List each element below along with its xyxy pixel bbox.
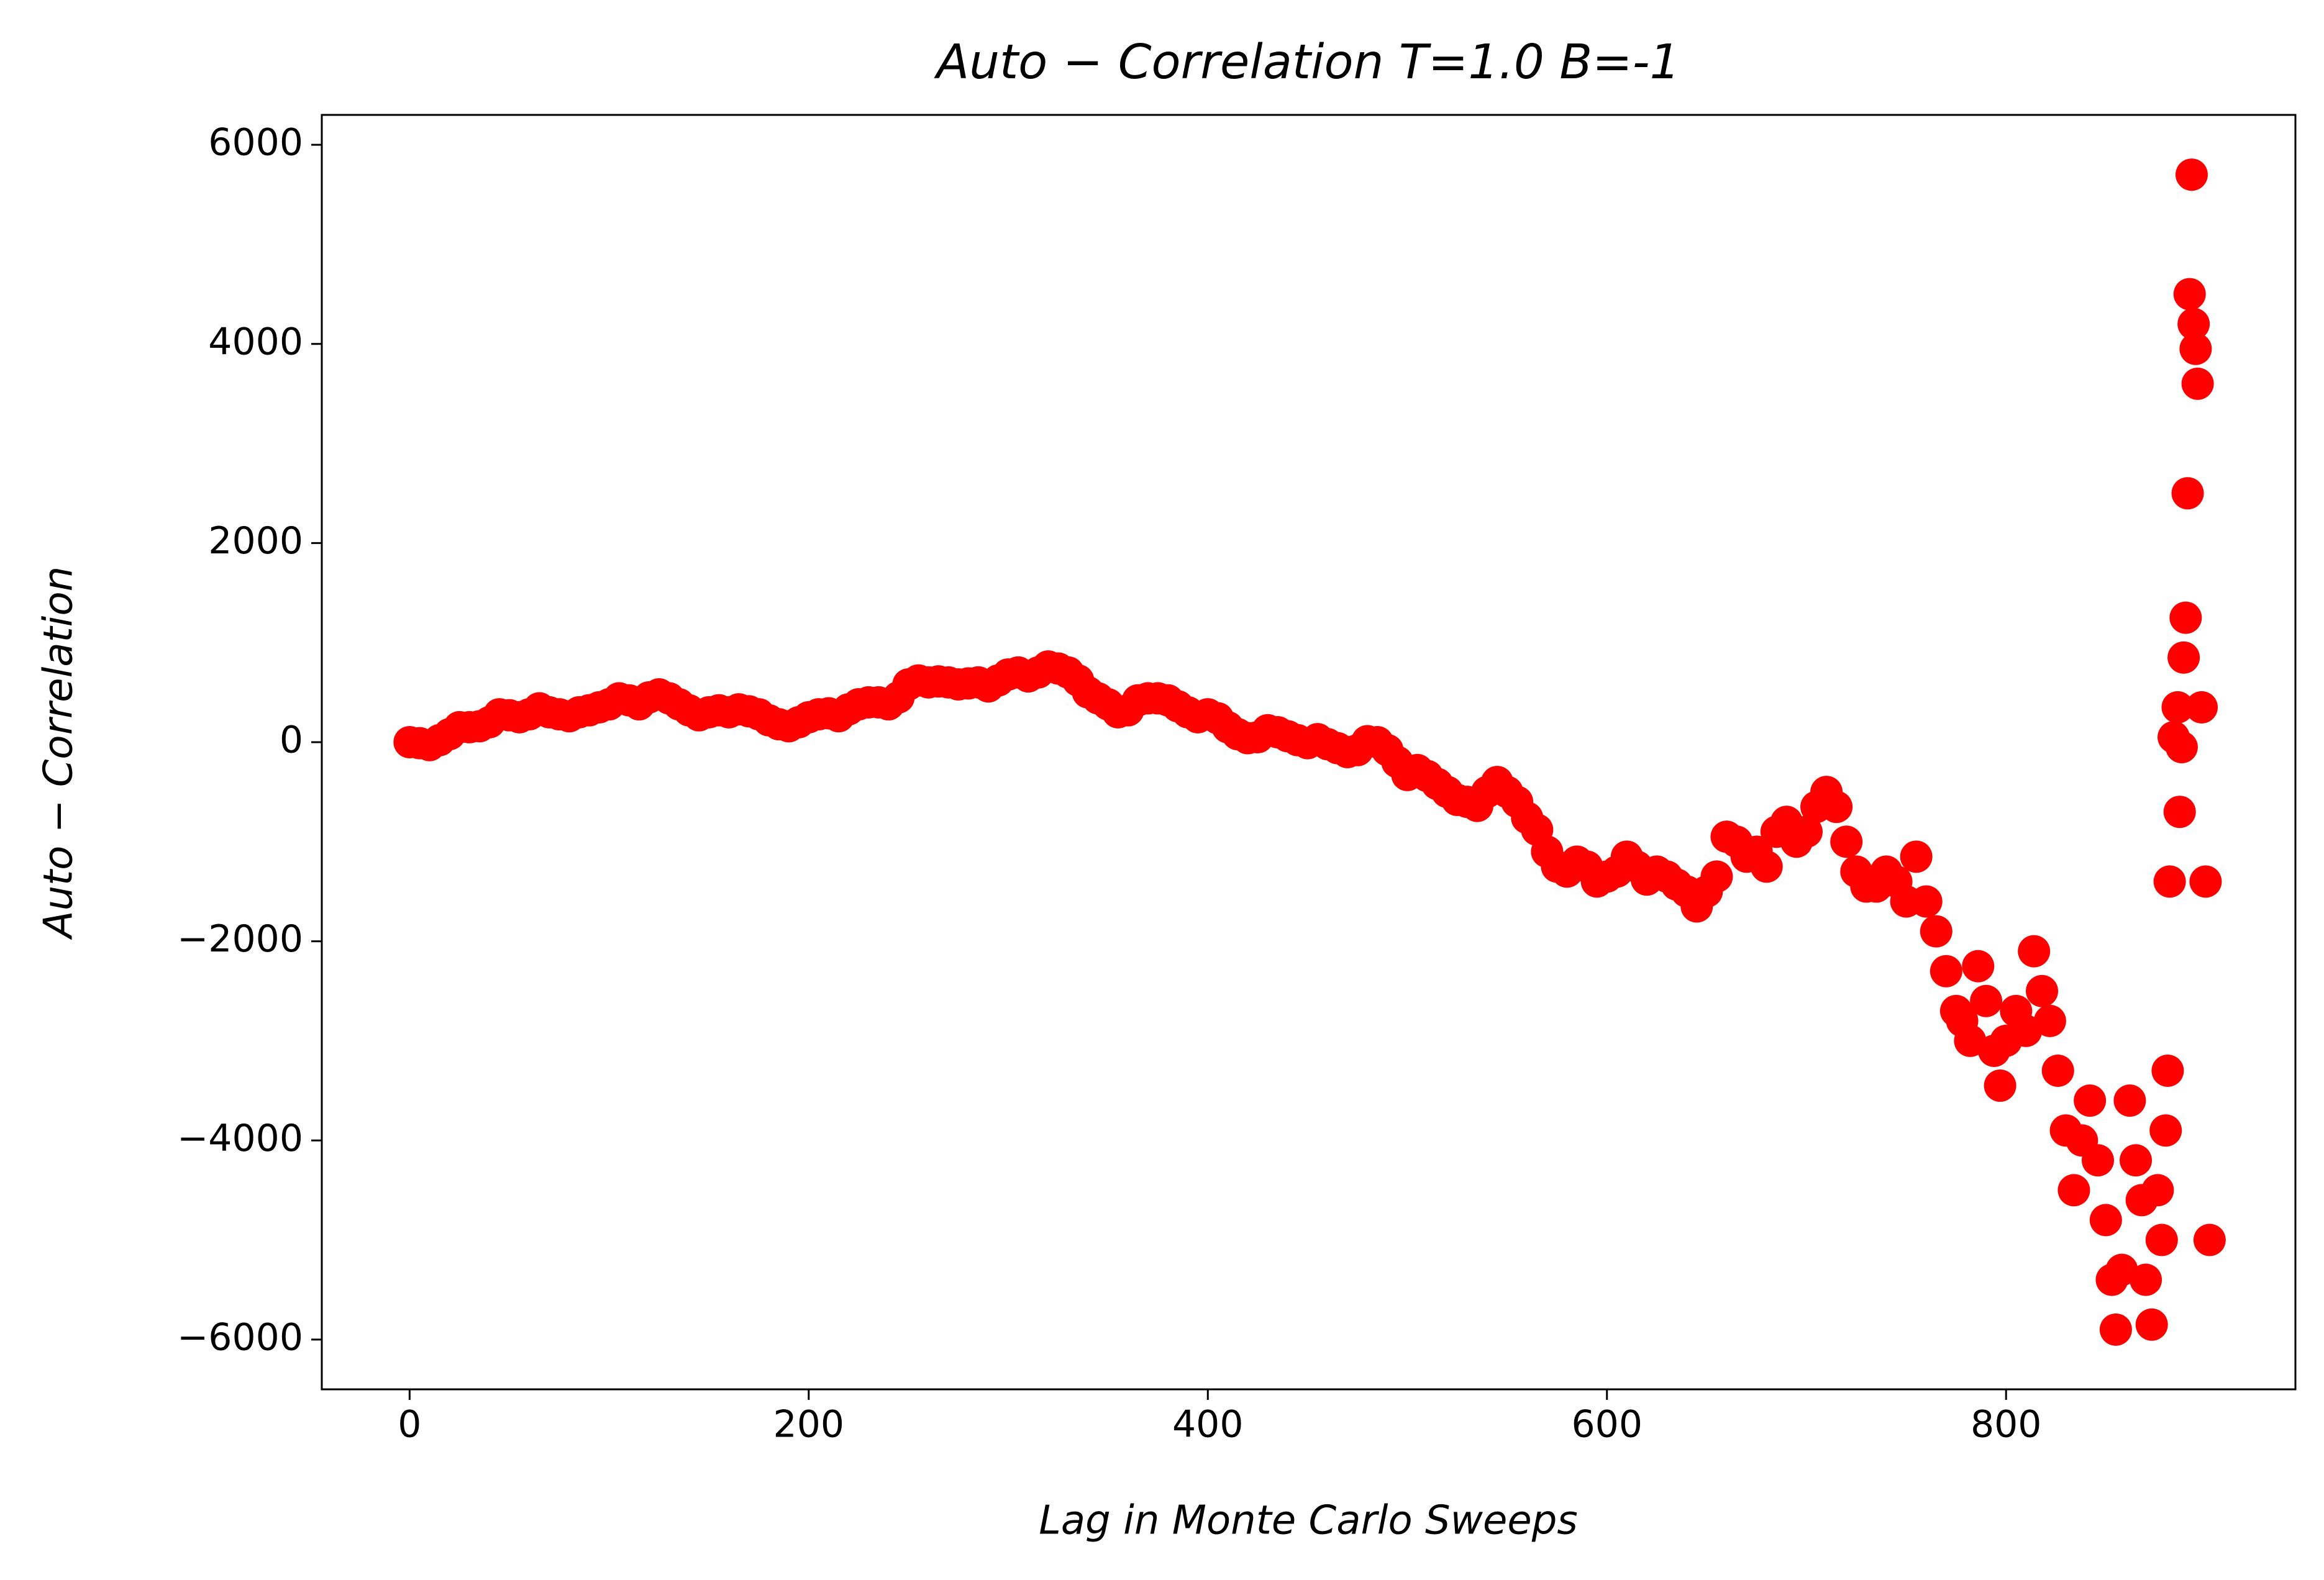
point — [2185, 691, 2218, 724]
point — [2026, 974, 2059, 1007]
point — [1700, 860, 1733, 893]
x-tick-label: 200 — [773, 1403, 845, 1446]
point — [2173, 278, 2206, 311]
point — [2145, 1224, 2178, 1256]
point — [1984, 1069, 2016, 1102]
y-axis-label: Auto − Correlation — [36, 566, 82, 940]
point — [2167, 641, 2200, 674]
point — [1750, 850, 1783, 883]
point — [1820, 791, 1853, 824]
point — [2151, 1055, 2184, 1087]
x-tick-label: 0 — [398, 1403, 421, 1446]
point — [2161, 691, 2194, 724]
point — [2018, 935, 2051, 968]
point — [2163, 796, 2196, 829]
point — [1930, 955, 1962, 988]
y-tick-label: 0 — [280, 719, 303, 762]
y-tick-label: −2000 — [177, 917, 303, 961]
point — [1900, 840, 1933, 873]
point — [2149, 1114, 2182, 1147]
point — [2113, 1084, 2146, 1117]
point — [1920, 915, 1953, 948]
point — [1970, 984, 2003, 1017]
point — [2181, 367, 2214, 400]
point — [2165, 730, 2198, 763]
point — [2189, 865, 2222, 898]
y-tick-label: −4000 — [177, 1117, 303, 1160]
y-tick-label: 6000 — [208, 121, 303, 165]
point — [2141, 1174, 2174, 1207]
x-axis-label: Lag in Monte Carlo Sweeps — [1039, 1498, 1577, 1544]
x-tick-label: 400 — [1172, 1403, 1244, 1446]
point — [2081, 1144, 2114, 1177]
x-tick-label: 800 — [1971, 1403, 2042, 1446]
plot-frame — [321, 114, 2297, 1391]
point — [2179, 332, 2212, 365]
point — [2130, 1263, 2162, 1296]
point — [2099, 1313, 2132, 1346]
point — [2089, 1204, 2122, 1237]
x-tick-label: 600 — [1571, 1403, 1643, 1446]
point — [2120, 1144, 2153, 1177]
point — [2153, 865, 2186, 898]
point — [2074, 1084, 2107, 1117]
point — [2041, 1055, 2074, 1087]
point — [2057, 1174, 2090, 1207]
y-tick-label: 4000 — [208, 320, 303, 363]
point — [1910, 885, 1943, 918]
point — [1962, 950, 1995, 983]
point — [2135, 1308, 2168, 1341]
y-tick-label: −6000 — [177, 1315, 303, 1359]
y-tick-label: 2000 — [208, 519, 303, 563]
point — [2171, 477, 2204, 510]
point — [2177, 307, 2210, 340]
point — [2193, 1224, 2226, 1256]
point — [1790, 815, 1823, 848]
point — [1830, 825, 1863, 858]
point — [2033, 1004, 2066, 1037]
point — [2175, 158, 2208, 191]
point — [2169, 601, 2202, 634]
chart-title: Auto − Correlation T=1.0 B=-1 — [934, 35, 1680, 90]
